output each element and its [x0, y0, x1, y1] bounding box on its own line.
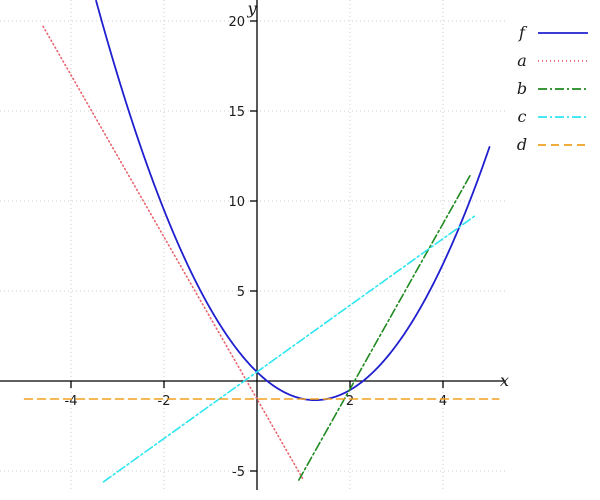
axis-labels: xy	[246, 0, 509, 390]
y-tick-label: 10	[228, 195, 245, 210]
legend-label-a: a	[517, 51, 527, 70]
x-tick-label: 4	[439, 394, 447, 409]
y-tick-label: 20	[228, 15, 245, 30]
series-curve-f	[95, 0, 491, 402]
legend-item-a[interactable]: a	[517, 51, 588, 70]
y-tick-label: 15	[228, 105, 245, 120]
y-axis-label: y	[246, 0, 257, 18]
axis-ticks: -4 -2 2 4 -5 5 10 15 20	[65, 15, 448, 480]
legend-item-d[interactable]: d	[517, 135, 588, 154]
series-curve-b	[298, 173, 472, 481]
legend-label-d: d	[517, 135, 527, 154]
series-curve-a	[42, 25, 305, 481]
x-tick-label: -4	[65, 394, 78, 409]
legend-label-c: c	[518, 107, 527, 126]
legend-item-f[interactable]: f	[518, 23, 588, 42]
series-curve-c	[102, 214, 477, 483]
y-tick-label: 5	[237, 285, 245, 300]
legend-item-c[interactable]: c	[518, 107, 588, 126]
x-axis-label: x	[500, 371, 509, 390]
legend-item-b[interactable]: b	[517, 79, 588, 98]
data-series	[23, 0, 500, 483]
y-tick-label: -5	[232, 465, 245, 480]
x-tick-label: -2	[158, 394, 171, 409]
legend-label-f: f	[518, 23, 528, 42]
legend-label-b: b	[517, 79, 527, 98]
axes	[0, 0, 506, 490]
x-tick-label: 2	[346, 394, 354, 409]
